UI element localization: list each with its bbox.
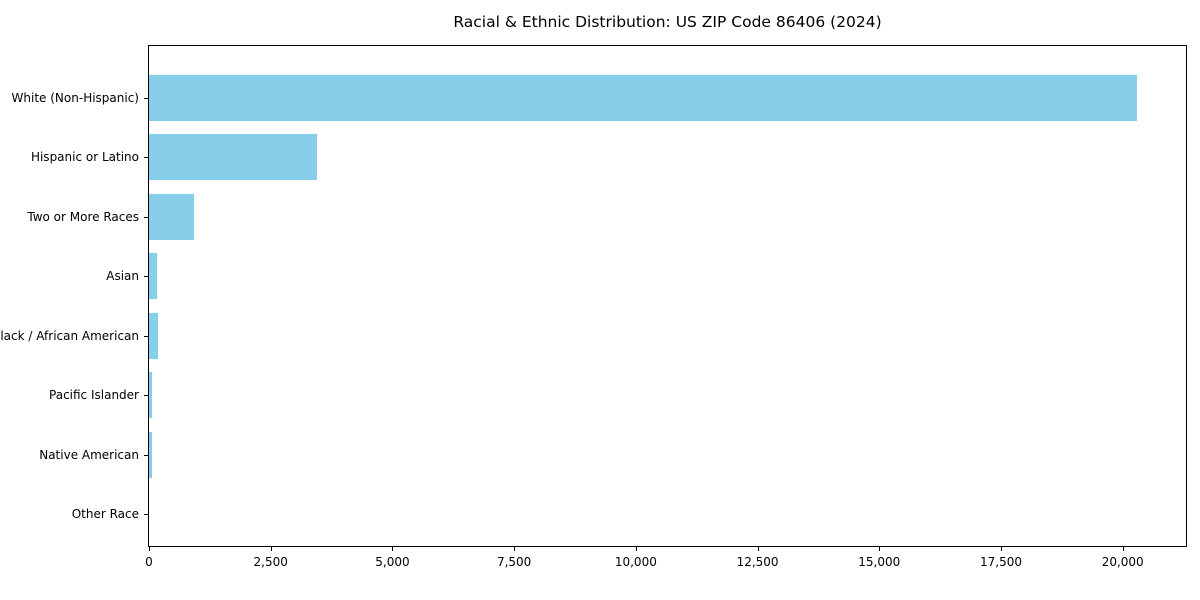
y-tick-mark (144, 514, 149, 516)
y-tick-label-hispanic-or-latino: Hispanic or Latino (30, 150, 139, 165)
bar-native-american (149, 431, 153, 478)
bar-two-or-more-races (149, 193, 195, 240)
y-tick-mark (144, 276, 149, 278)
y-tick-label-black-african-american: Black / African American (0, 328, 139, 343)
plot-area: White (Non-Hispanic) Hispanic or Latino Tw… (0, 45, 1187, 569)
x-tick-mark (514, 546, 516, 551)
x-tick-label-20000: 20,000 (1101, 555, 1144, 569)
x-tick-label-15000: 15,000 (858, 555, 901, 569)
y-tick-mark (144, 157, 149, 159)
x-tick-mark (879, 546, 881, 551)
x-tick-label-2500: 2,500 (253, 555, 288, 569)
y-tick-mark (144, 97, 149, 99)
x-tick-mark (1000, 546, 1002, 551)
x-tick-label-5000: 5,000 (375, 555, 410, 569)
y-tick-mark (144, 395, 149, 397)
y-tick-label-pacific-islander: Pacific Islander (49, 388, 139, 403)
x-tick-label-12500: 12,500 (736, 555, 779, 569)
x-tick-label-0: 0 (145, 555, 153, 569)
y-tick-label-asian: Asian (106, 269, 139, 284)
x-tick-mark (1122, 546, 1124, 551)
x-tick-mark (635, 546, 637, 551)
x-tick-mark (757, 546, 759, 551)
x-tick-label-17500: 17,500 (979, 555, 1022, 569)
y-tick-label-other-race: Other Race (71, 507, 139, 522)
y-tick-mark (144, 335, 149, 337)
bar-black-african-american (149, 312, 158, 359)
bar-hispanic-or-latino (149, 134, 317, 181)
y-tick-mark (144, 454, 149, 456)
x-tick-mark (270, 546, 272, 551)
y-tick-label-native-american: Native American (39, 447, 139, 462)
x-tick-mark (149, 546, 150, 551)
x-tick-label-10000: 10,000 (614, 555, 657, 569)
bar-pacific-islander (149, 372, 152, 419)
bar-white-non-hispanic (149, 74, 1138, 121)
x-tick-mark (392, 546, 394, 551)
y-tick-label-white-non-hispanic: White (Non-Hispanic) (11, 90, 139, 105)
y-tick-mark (144, 216, 149, 218)
bar-asian (149, 253, 158, 300)
y-tick-label-two-or-more-races: Two or More Races (27, 209, 139, 224)
chart-title: Racial & Ethnic Distribution: US ZIP Cod… (453, 13, 882, 31)
x-tick-label-7500: 7,500 (496, 555, 532, 569)
